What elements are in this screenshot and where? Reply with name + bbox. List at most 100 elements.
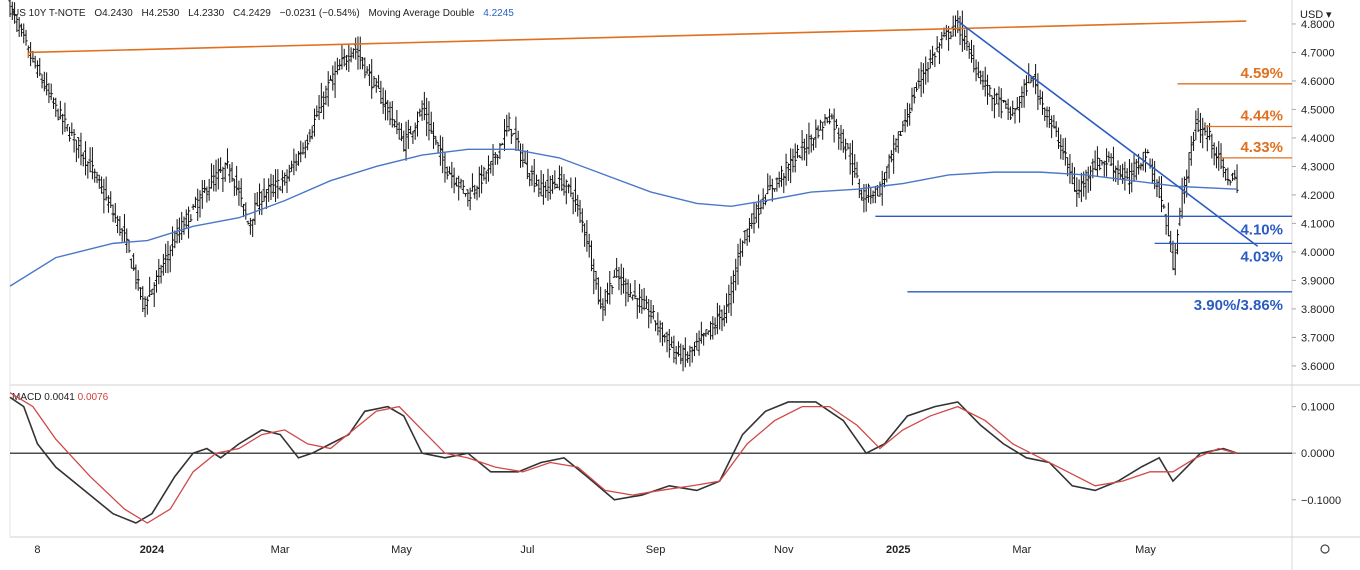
ohlc-bar (1226, 167, 1230, 186)
ohlc-bar (683, 337, 687, 368)
ohlc-bar (823, 113, 827, 126)
ohlc-bar (528, 173, 532, 187)
ohlc-bar (1196, 108, 1200, 133)
currency-label[interactable]: USD (1300, 9, 1323, 21)
ohlc-bar (653, 320, 658, 332)
moving-average-line (9, 148, 1238, 287)
ohlc-bar (500, 142, 504, 146)
price-tick-label: 4.6000 (1301, 76, 1335, 88)
ohlc-bar (525, 150, 529, 180)
ohlc-bar (644, 295, 649, 309)
ohlc-bar (1008, 106, 1013, 121)
ohlc-bar (670, 336, 674, 348)
ohlc-bar (166, 240, 170, 274)
ma-value: 4.2245 (483, 8, 514, 19)
ohlc-bar (944, 24, 948, 41)
ohlc-bar (56, 108, 60, 121)
ohlc-bar (621, 267, 626, 294)
ohlc-bar (573, 177, 578, 212)
ohlc-bar (777, 171, 781, 188)
ohlc-bar (560, 166, 564, 192)
ohlc-bar (882, 172, 887, 188)
ohlc-bar (61, 113, 65, 135)
ohlc-bar (1038, 89, 1042, 105)
price-bars (8, 0, 1239, 372)
ohlc-bar (651, 305, 655, 320)
ohlc-bar (608, 270, 612, 305)
time-axis[interactable]: 8 2024 Mar May Jul Sep Nov 2025 Mar May (34, 544, 1156, 556)
ohlc-bar (1029, 76, 1033, 84)
ohlc-bar (33, 55, 37, 69)
ohlc-bar (583, 223, 587, 247)
ohlc-bar (77, 137, 81, 159)
ohlc-bar (99, 176, 104, 194)
settings-gear-icon[interactable] (1320, 544, 1330, 554)
ohlc-bar (667, 328, 671, 358)
ohlc-bar (992, 88, 996, 119)
ohlc-bar (381, 87, 385, 114)
time-tick-label: Nov (774, 544, 794, 556)
ohlc-bar (191, 203, 195, 211)
ohlc-bar (251, 218, 255, 237)
ohlc-bar (585, 220, 589, 252)
symbol-label[interactable]: US 10Y T-NOTE (12, 8, 86, 19)
ohlc-bar (473, 184, 477, 199)
ohlc-bar (981, 70, 985, 90)
ohlc-bar (963, 29, 967, 50)
ohlc-bar (708, 321, 713, 340)
ohlc-bar (102, 178, 106, 214)
ohlc-bar (953, 15, 958, 37)
ohlc-bar (539, 170, 543, 197)
ohlc-bar (1072, 167, 1077, 192)
ohlc-bar (763, 194, 768, 206)
price-axis[interactable]: 4.8000 4.7000 4.6000 4.5000 4.4000 4.3000 4.20… (1292, 19, 1335, 373)
ohlc-bar (773, 188, 777, 192)
ohlc-bar (285, 169, 289, 194)
ohlc-bar (1006, 98, 1010, 120)
ohlc-bar (342, 48, 346, 67)
ohlc-bar (988, 85, 992, 97)
ohlc-bar (413, 122, 417, 140)
ohlc-bar (681, 344, 685, 372)
ohlc-bar (118, 216, 122, 236)
ohlc-bar (656, 312, 660, 336)
ohlc-bar (690, 346, 694, 363)
ohlc-bar (354, 37, 358, 60)
ohlc-bar (324, 85, 328, 105)
ohlc-bar (168, 245, 172, 273)
close-value: C4.2429 (233, 8, 271, 19)
ohlc-bar (317, 94, 321, 121)
macd-label[interactable]: MACD (12, 392, 42, 403)
ohlc-bar (798, 154, 802, 159)
ohlc-bar (81, 152, 85, 167)
ohlc-bar (425, 97, 429, 137)
ohlc-bar (436, 142, 440, 154)
price-tick-label: 4.5000 (1301, 104, 1335, 116)
time-tick-label: Sep (646, 544, 666, 556)
ohlc-bar (1066, 157, 1070, 177)
price-tick-label: 4.3000 (1301, 161, 1335, 173)
ohlc-bar (1054, 121, 1058, 137)
ohlc-bar (1011, 100, 1015, 117)
ohlc-bar (974, 59, 978, 82)
ohlc-bar (917, 68, 921, 89)
ohlc-bar (376, 74, 381, 89)
level-4.44%: 4.44% (1205, 108, 1292, 128)
ma-label[interactable]: Moving Average Double (368, 8, 475, 19)
ohlc-bar (770, 178, 774, 202)
ohlc-bar (1093, 150, 1097, 171)
ohlc-bar (450, 161, 454, 189)
price-tick-label: 4.7000 (1301, 47, 1335, 59)
ohlc-bar (695, 332, 699, 351)
ohlc-bar (17, 17, 21, 37)
currency-dropdown-icon[interactable]: ▾ (1326, 9, 1332, 21)
ohlc-bar (1146, 149, 1150, 154)
ohlc-bar (967, 42, 971, 59)
ohlc-bar (498, 142, 502, 160)
ohlc-bar (262, 178, 266, 202)
ohlc-bar (228, 164, 232, 183)
ohlc-bar (697, 330, 701, 356)
ohlc-bar (1169, 230, 1173, 253)
macd-pane: 0.1000 0.0000 −0.1000 (9, 392, 1341, 524)
